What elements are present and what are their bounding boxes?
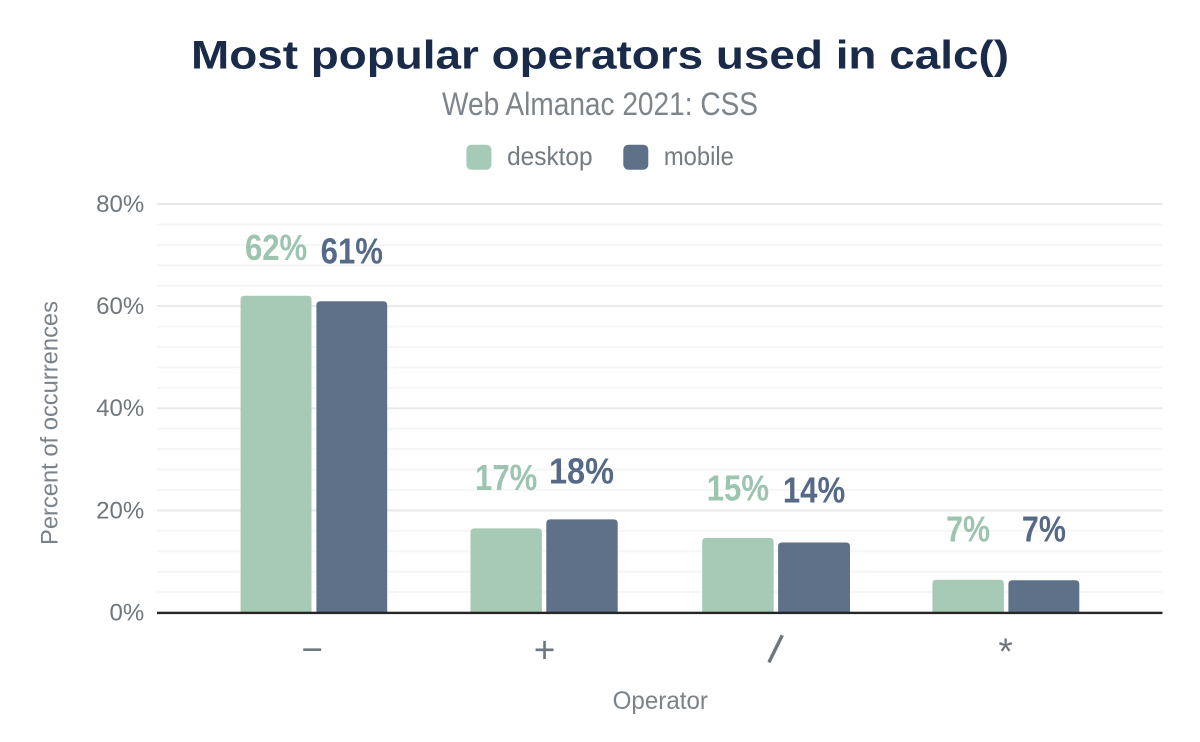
svg-text:−: −	[301, 629, 323, 670]
svg-text:7%: 7%	[946, 508, 990, 549]
svg-text:17%: 17%	[475, 457, 537, 498]
svg-text:+: +	[534, 629, 556, 670]
svg-text:Percent of occurrences: Percent of occurrences	[37, 301, 64, 545]
svg-text:18%: 18%	[549, 450, 614, 491]
svg-text:62%: 62%	[245, 227, 307, 268]
svg-text:61%: 61%	[321, 230, 383, 271]
svg-text:Most popular operators used in: Most popular operators used in calc()	[191, 34, 1009, 78]
svg-text:mobile: mobile	[664, 141, 734, 171]
svg-text:Operator: Operator	[613, 687, 708, 715]
svg-text:14%: 14%	[783, 469, 845, 510]
svg-text:7%: 7%	[1022, 509, 1066, 550]
svg-text:60%: 60%	[96, 293, 144, 320]
svg-text:0%: 0%	[110, 599, 145, 626]
svg-text:15%: 15%	[707, 467, 769, 508]
svg-text:Web Almanac 2021: CSS: Web Almanac 2021: CSS	[442, 86, 758, 122]
svg-text:40%: 40%	[96, 395, 144, 422]
svg-text:20%: 20%	[96, 497, 144, 524]
svg-text:*: *	[998, 631, 1012, 672]
svg-text:80%: 80%	[96, 191, 144, 218]
svg-text:desktop: desktop	[507, 141, 592, 171]
